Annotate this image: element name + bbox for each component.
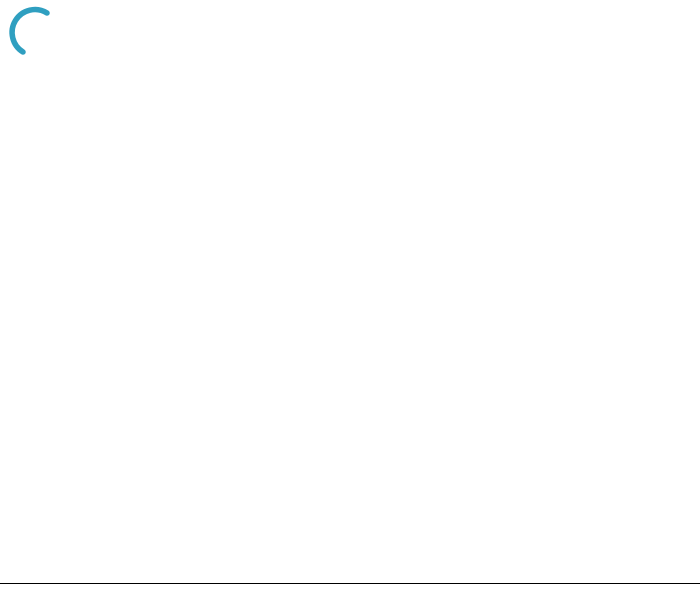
footer-separator <box>0 583 700 584</box>
digisonde-logo-arc-icon <box>9 6 50 55</box>
